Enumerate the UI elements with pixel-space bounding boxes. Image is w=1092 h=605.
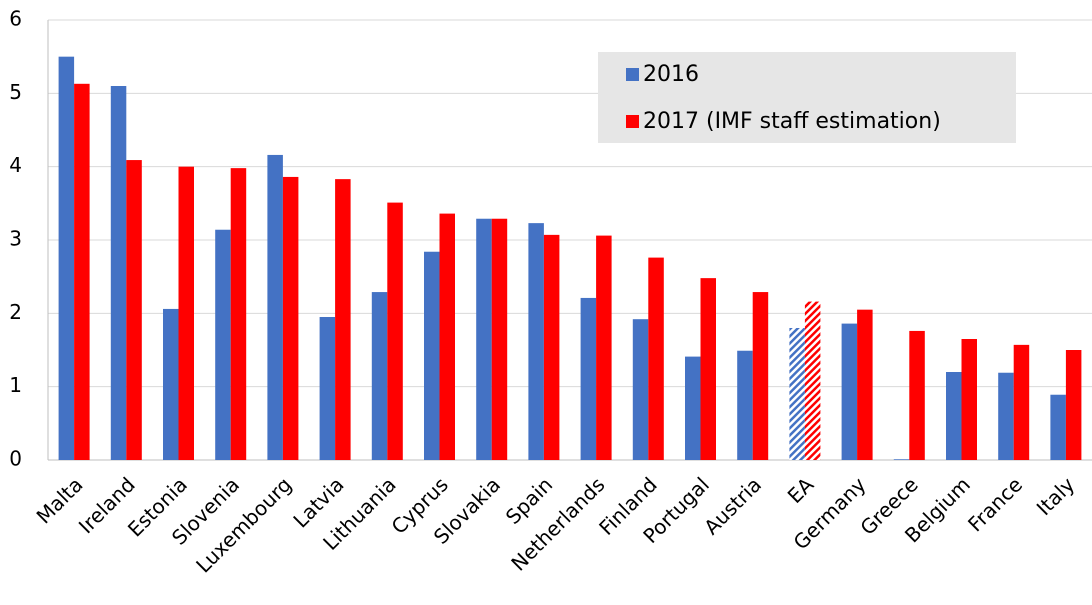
bar (857, 309, 873, 460)
bar (700, 278, 716, 460)
bar (909, 330, 925, 460)
bar (685, 356, 701, 460)
bar (893, 459, 910, 460)
bar (387, 202, 403, 460)
bar (528, 223, 544, 460)
y-tick-label: 0 (9, 447, 22, 471)
bar (491, 218, 508, 460)
bar (178, 166, 194, 460)
bar (648, 257, 664, 460)
bar (737, 350, 753, 460)
bar (439, 213, 455, 460)
x-tick-label: Italy (1032, 472, 1080, 520)
bar (961, 339, 977, 460)
bar (282, 176, 299, 460)
bar (789, 328, 805, 460)
x-tick-label: France (963, 472, 1027, 536)
bar (752, 292, 769, 460)
legend-swatch (626, 115, 639, 128)
y-tick-label: 1 (9, 373, 22, 397)
bar (267, 154, 283, 460)
bar (371, 292, 388, 460)
legend-swatch (626, 68, 639, 81)
bar (1050, 394, 1066, 460)
bar (110, 86, 127, 460)
bar (998, 372, 1014, 460)
bar (230, 168, 247, 460)
bar (74, 83, 90, 461)
bar (163, 308, 179, 460)
bar (1065, 350, 1082, 460)
bar (476, 218, 492, 460)
bar (946, 372, 962, 460)
bar (804, 301, 821, 460)
bar (58, 56, 75, 461)
bar (335, 179, 351, 460)
bar (319, 317, 336, 460)
bar (215, 229, 231, 460)
y-tick-label: 4 (9, 153, 22, 177)
bar (596, 235, 612, 460)
x-tick-label: Austria (699, 472, 766, 539)
y-tick-label: 2 (9, 300, 22, 324)
legend-label: 2017 (IMF staff estimation) (643, 109, 941, 134)
bar (632, 319, 649, 460)
legend-box (598, 52, 1016, 143)
legend-label: 2016 (643, 62, 699, 87)
y-tick-label: 5 (9, 80, 22, 104)
y-tick-label: 3 (9, 227, 22, 251)
x-tick-label: EA (783, 472, 819, 508)
bar (580, 297, 597, 460)
bar (841, 323, 858, 460)
bar (543, 234, 560, 460)
bar (126, 160, 142, 461)
y-tick-label: 6 (9, 7, 22, 31)
bar (424, 251, 440, 460)
bar (1013, 344, 1030, 460)
